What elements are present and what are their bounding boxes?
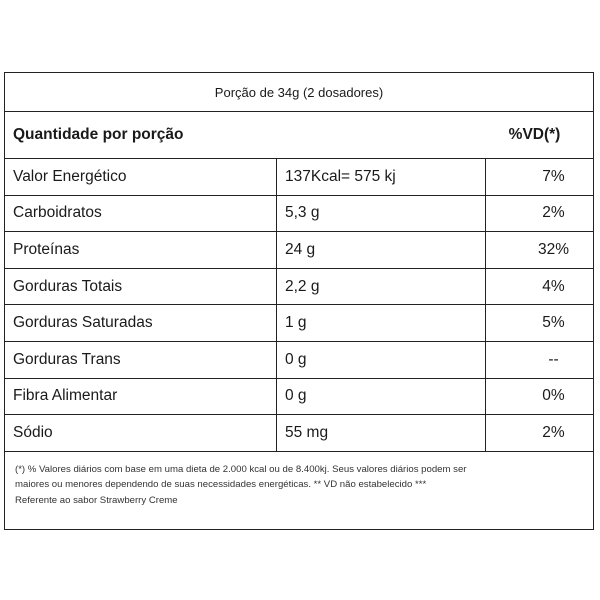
table-header: Quantidade por porção %VD(*) <box>5 112 593 159</box>
nutrient-quantity: 5,3 g <box>276 195 486 233</box>
table-row: Sódio 55 mg 2% <box>5 414 593 452</box>
nutrient-name: Valor Energético <box>5 159 277 196</box>
daily-value-text: 4% <box>542 277 565 295</box>
nutrient-daily-value: 2% <box>485 195 593 233</box>
serving-size: Porção de 34g (2 dosadores) <box>5 73 593 112</box>
daily-value-text: 0% <box>542 387 565 405</box>
nutrient-quantity: 0 g <box>276 341 486 379</box>
nutrient-quantity: 0 g <box>276 378 486 416</box>
header-daily-value-label: %VD(*) <box>508 126 561 143</box>
table-row: Gorduras Trans 0 g -- <box>5 341 593 379</box>
daily-value-text: 2% <box>542 204 565 222</box>
nutrient-daily-value: 4% <box>485 268 593 306</box>
table-row: Gorduras Totais 2,2 g 4% <box>5 268 593 306</box>
nutrient-quantity: 55 mg <box>276 414 486 452</box>
nutrient-name: Gorduras Saturadas <box>5 304 277 342</box>
nutrition-facts-panel: Porção de 34g (2 dosadores) Quantidade p… <box>4 72 594 530</box>
table-row: Gorduras Saturadas 1 g 5% <box>5 304 593 342</box>
footnote-line: Referente ao sabor Strawberry Creme <box>15 494 178 506</box>
nutrition-table: Valor Energético 137Kcal= 575 kj 7% Carb… <box>5 159 593 452</box>
nutrient-name: Fibra Alimentar <box>5 378 277 416</box>
table-row: Fibra Alimentar 0 g 0% <box>5 378 593 416</box>
nutrient-daily-value: 5% <box>485 304 593 342</box>
nutrient-name: Gorduras Totais <box>5 268 277 306</box>
nutrient-quantity: 137Kcal= 575 kj <box>276 159 486 196</box>
daily-value-text: 5% <box>542 314 565 332</box>
nutrient-name: Sódio <box>5 414 277 452</box>
nutrient-quantity: 1 g <box>276 304 486 342</box>
footnote-line: maiores ou menores dependendo de suas ne… <box>15 479 427 491</box>
daily-value-text: -- <box>548 350 559 368</box>
daily-value-text: 2% <box>542 423 565 441</box>
nutrient-daily-value: 2% <box>485 414 593 452</box>
daily-value-text: 32% <box>537 240 570 258</box>
nutrient-quantity: 24 g <box>276 231 486 269</box>
nutrient-daily-value: -- <box>485 341 593 379</box>
table-row: Valor Energético 137Kcal= 575 kj 7% <box>5 159 593 196</box>
nutrient-name: Carboidratos <box>5 195 277 233</box>
footnote-line: (*) % Valores diários com base em uma di… <box>15 463 467 475</box>
footnote: (*) % Valores diários com base em uma di… <box>5 452 593 509</box>
table-row: Carboidratos 5,3 g 2% <box>5 195 593 233</box>
table-row: Proteínas 24 g 32% <box>5 231 593 269</box>
header-quantity-label: Quantidade por porção <box>13 126 184 143</box>
nutrient-name: Proteínas <box>5 231 277 269</box>
nutrient-quantity: 2,2 g <box>276 268 486 306</box>
nutrient-name: Gorduras Trans <box>5 341 277 379</box>
nutrient-daily-value: 32% <box>485 231 593 269</box>
nutrient-daily-value: 0% <box>485 378 593 416</box>
daily-value-text: 7% <box>542 167 565 185</box>
nutrient-daily-value: 7% <box>485 159 593 196</box>
